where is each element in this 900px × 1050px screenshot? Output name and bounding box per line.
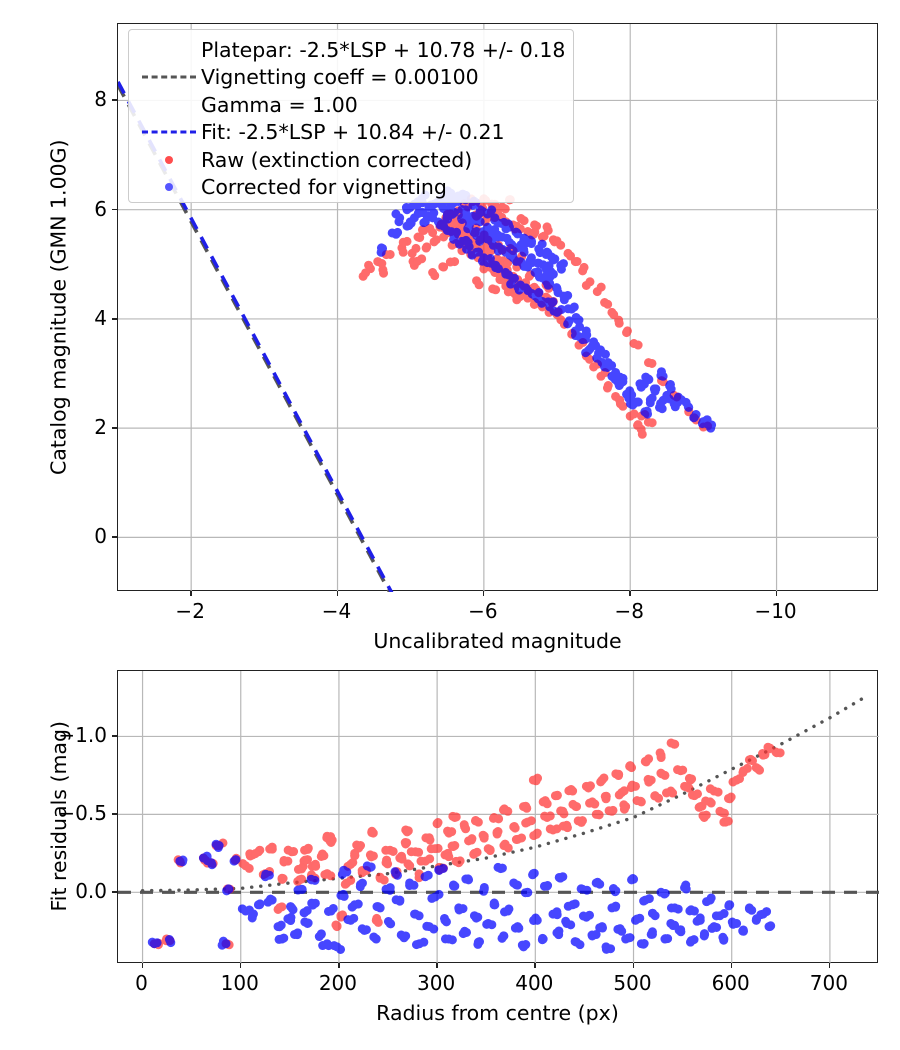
legend-handle-none: [137, 94, 201, 116]
legend-label-fit: Fit: -2.5*LSP + 10.84 +/- 0.21: [201, 120, 505, 144]
blue-dot-marker-icon: [165, 183, 173, 192]
x-tick-label: 100: [220, 971, 259, 995]
y-tick-label: −0.5: [58, 801, 107, 826]
legend-label-vignetting-coeff: Vignetting coeff = 0.00100: [201, 65, 479, 89]
y-tick-label: 0: [94, 524, 107, 549]
x-tick-mark: [482, 591, 485, 596]
legend-label-platepar: Platepar: -2.5*LSP + 10.78 +/- 0.18: [201, 37, 566, 62]
y-tick-mark: [112, 208, 117, 211]
x-tick-mark: [336, 591, 339, 596]
legend-label-raw: Raw (extinction corrected): [201, 147, 473, 172]
legend-handle-dashed-blue-line: [137, 121, 201, 143]
x-tick-mark: [190, 591, 192, 596]
residuals-x-axis-title: Radius from centre (px): [376, 1001, 619, 1025]
x-tick-mark: [629, 591, 631, 596]
x-tick-label: 300: [417, 971, 456, 995]
y-tick-label: 0.0: [75, 879, 107, 904]
y-tick-mark: [112, 99, 117, 102]
y-tick-mark: [112, 735, 117, 738]
legend-label-corrected: Corrected for vignetting: [201, 175, 447, 199]
x-tick-label: 700: [809, 971, 848, 995]
legend-label-gamma: Gamma = 1.00: [201, 92, 358, 117]
x-tick-label: 400: [515, 971, 554, 995]
residuals-plot-axes: [117, 670, 879, 964]
legend-handle-none: [137, 39, 201, 61]
x-tick-mark: [239, 963, 242, 968]
calibration-y-axis-title: Catalog magnitude (GMN 1.00G): [46, 138, 71, 475]
y-tick-label: −1.0: [58, 723, 107, 748]
x-tick-label: 500: [613, 971, 652, 995]
legend-item-platepar: Platepar: -2.5*LSP + 10.78 +/- 0.18: [137, 36, 566, 64]
y-tick-label: 8: [94, 87, 107, 112]
x-tick-label: 0: [135, 971, 148, 995]
x-tick-mark: [632, 963, 635, 968]
y-tick-mark: [112, 813, 117, 815]
x-tick-label: −4: [321, 599, 352, 623]
y-tick-label: 4: [94, 305, 107, 330]
legend-handle-blue-marker: [137, 176, 201, 198]
x-tick-label: −2: [175, 599, 205, 623]
y-tick-mark: [112, 427, 117, 429]
x-tick-mark: [534, 963, 536, 968]
y-tick-mark: [112, 317, 117, 320]
y-tick-label: 6: [94, 196, 107, 221]
x-tick-label: 600: [711, 971, 750, 995]
x-tick-label: −6: [468, 599, 498, 623]
residuals-plot-canvas: [118, 671, 879, 964]
legend-item-fit: Fit: -2.5*LSP + 10.84 +/- 0.21: [137, 119, 563, 147]
x-tick-mark: [730, 963, 733, 968]
residuals-y-axis-title: Fit residuals (mag): [46, 720, 71, 912]
x-tick-label: −10: [754, 599, 797, 623]
dashed-blue-line-icon: [142, 130, 196, 134]
legend-item-raw: Raw (extinction corrected): [137, 146, 563, 174]
y-tick-label: 2: [94, 415, 107, 440]
x-tick-mark: [828, 963, 831, 968]
legend-handle-dashed-gray-line: [137, 66, 201, 88]
x-tick-mark: [436, 963, 438, 968]
legend-item-corrected: Corrected for vignetting: [137, 174, 563, 202]
legend-item-vignetting-coeff: Vignetting coeff = 0.00100: [137, 64, 563, 92]
x-tick-mark: [141, 963, 144, 968]
x-tick-mark: [337, 963, 340, 968]
y-tick-mark: [112, 891, 117, 893]
dashed-gray-line-icon: [142, 75, 196, 79]
x-tick-label: −8: [614, 599, 644, 623]
legend: Platepar: -2.5*LSP + 10.78 +/- 0.18 Vign…: [128, 29, 574, 203]
x-tick-mark: [775, 591, 778, 596]
red-dot-marker-icon: [165, 155, 173, 164]
y-tick-mark: [112, 536, 117, 538]
x-tick-label: 200: [318, 971, 358, 995]
legend-item-gamma: Gamma = 1.00: [137, 91, 563, 119]
calibration-x-axis-title: Uncalibrated magnitude: [373, 629, 622, 653]
legend-handle-red-marker: [137, 149, 201, 171]
